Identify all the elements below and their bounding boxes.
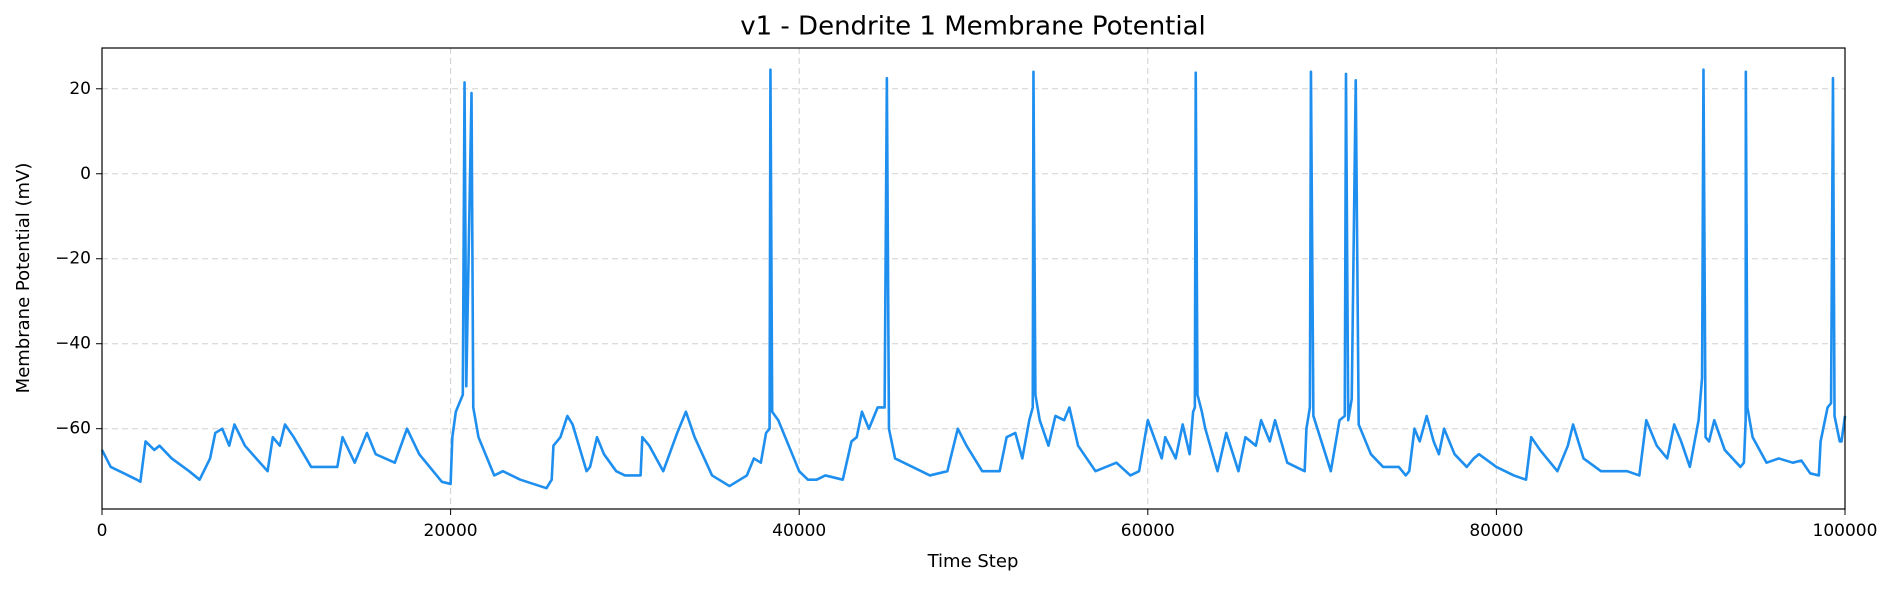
y-tick-label: 0 [80,164,91,184]
y-tick-label: 20 [69,79,91,99]
x-tick-label: 100000 [1813,521,1878,541]
data-line [100,68,1847,490]
x-tick-label: 80000 [1469,521,1523,541]
x-tick-label: 40000 [772,521,826,541]
plot-frame [101,47,1846,510]
y-axis-label: Membrane Potential (mV) [13,163,34,394]
x-tick-label: 20000 [424,521,478,541]
x-axis-label: Time Step [927,551,1019,572]
y-tick-label: −40 [55,334,91,354]
chart-title: v1 - Dendrite 1 Membrane Potential [740,12,1206,42]
y-tick-label: −60 [55,419,91,439]
x-tick-label: 60000 [1121,521,1175,541]
x-tick-label: 0 [97,521,108,541]
y-tick-label: −20 [55,249,91,269]
